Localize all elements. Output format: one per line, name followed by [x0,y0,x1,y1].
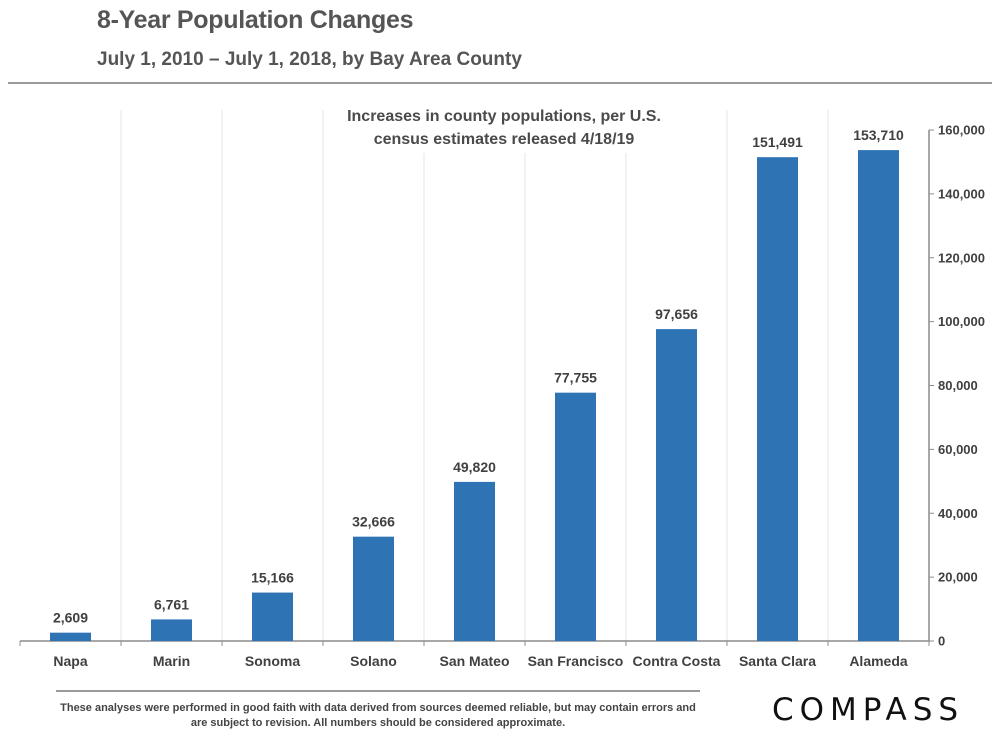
y-tick-label: 60,000 [938,442,978,457]
chart-subtitle: July 1, 2010 – July 1, 2018, by Bay Area… [97,49,522,70]
category-label: Santa Clara [739,653,816,669]
y-tick-label: 40,000 [938,506,978,521]
header-divider [8,82,992,84]
bar-san-francisco [555,392,596,641]
chart-area: 0 20,000 40,000 60,000 80,000 100,000 120,000 1… [8,95,992,680]
data-label: 15,166 [251,570,294,586]
category-label: Sonoma [245,653,300,669]
data-label: 153,710 [853,127,904,143]
bar-contra-costa [656,329,697,641]
y-tick-label: 20,000 [938,570,978,585]
category-label: Marin [153,653,190,669]
data-label: 49,820 [453,459,496,475]
bar-marin [151,619,192,641]
data-label: 6,761 [154,596,189,612]
y-tick-label: 100,000 [938,314,985,329]
category-label: San Francisco [528,653,624,669]
footer-divider [56,690,700,692]
data-label: 151,491 [752,134,803,150]
data-label: 2,609 [53,610,88,626]
bar-napa [50,632,91,641]
y-tick-label: 120,000 [938,250,985,265]
bar-sonoma [252,592,293,641]
y-tick-label: 0 [938,634,945,649]
chart-title: 8-Year Population Changes [97,6,414,34]
bar-alameda [858,150,899,641]
y-tick-label: 80,000 [938,378,978,393]
bar-solano [353,536,394,641]
category-label: Contra Costa [633,653,721,669]
y-tick-label: 140,000 [938,186,985,201]
data-label: 32,666 [352,514,395,530]
category-label: San Mateo [439,653,509,669]
annotation-line-1: Increases in county populations, per U.S… [347,108,661,125]
compass-logo: COMPASS [772,692,965,728]
category-label: Solano [350,653,397,669]
category-label: Alameda [849,653,908,669]
annotation-background [340,101,670,153]
bar-san-mateo [454,481,495,641]
bar-santa-clara [757,157,798,642]
disclaimer-text: These analyses were performed in good fa… [60,702,696,729]
category-label: Napa [53,653,87,669]
data-label: 97,656 [655,306,698,322]
data-label: 77,755 [554,370,597,386]
bar-chart: 0 20,000 40,000 60,000 80,000 100,000 120,000 1… [19,101,985,669]
y-tick-label: 160,000 [938,123,985,138]
annotation-line-2: census estimates released 4/18/19 [374,131,635,148]
